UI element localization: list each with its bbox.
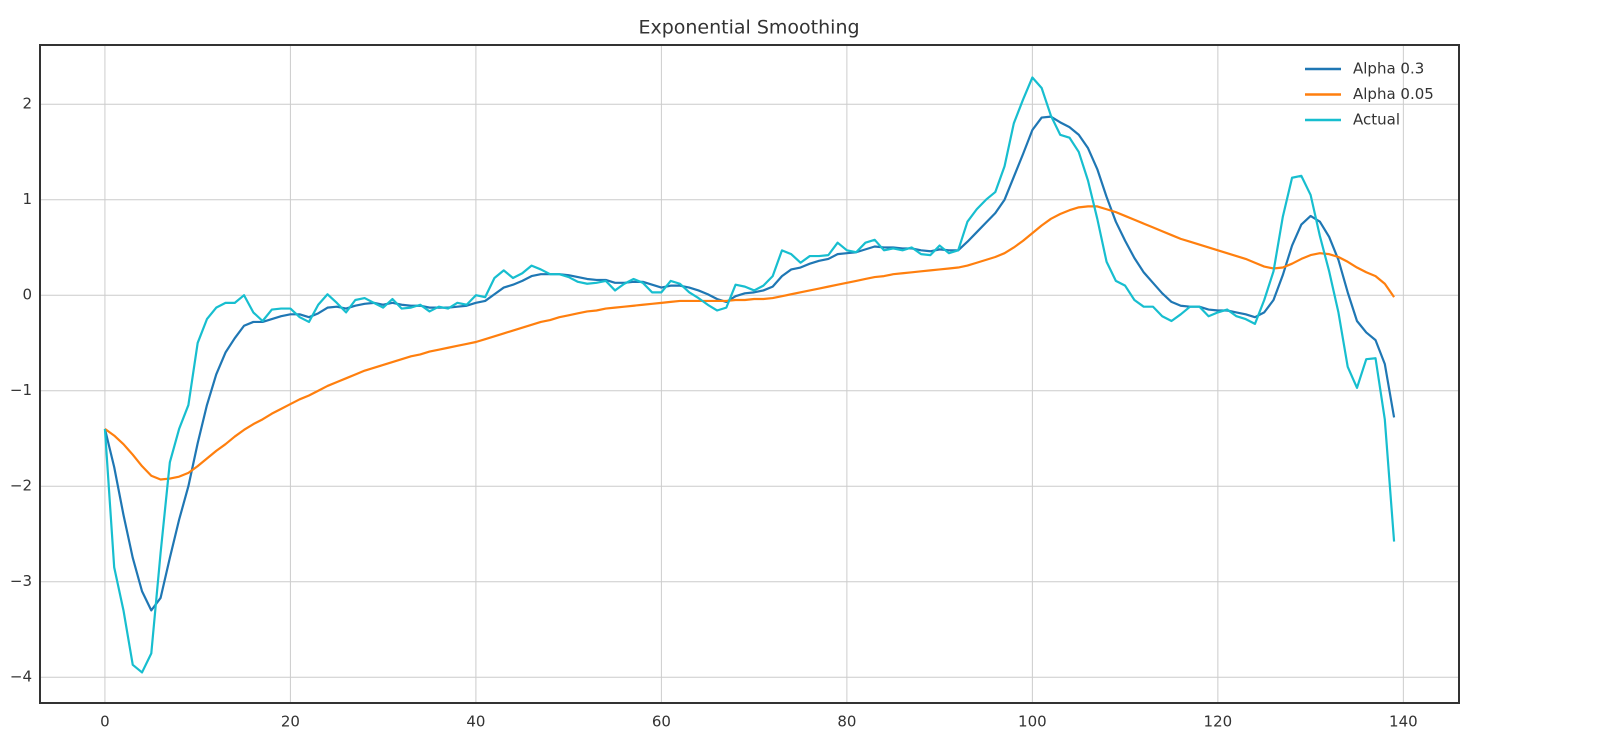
- y-tick-label: −4: [10, 668, 32, 686]
- chart-title: Exponential Smoothing: [638, 17, 859, 39]
- series-line: [103, 115, 1396, 612]
- y-tick-label: 2: [22, 95, 32, 113]
- legend-label: Alpha 0.3: [1353, 60, 1424, 78]
- x-tick-label: 120: [1204, 713, 1233, 731]
- legend-label: Actual: [1353, 111, 1400, 129]
- x-tick-label: 80: [837, 713, 856, 731]
- y-tick-label: 0: [22, 286, 32, 304]
- x-tick-label: 140: [1389, 713, 1418, 731]
- series-line: [103, 76, 1396, 674]
- y-tick-label: −2: [10, 477, 32, 495]
- x-tick-label: 100: [1018, 713, 1047, 731]
- y-tick-label: 1: [22, 190, 32, 208]
- x-tick-label: 20: [281, 713, 300, 731]
- x-tick-label: 40: [466, 713, 485, 731]
- plot-frame: [39, 44, 1460, 704]
- y-tick-label: −1: [10, 381, 32, 399]
- y-tick-label: −3: [10, 572, 32, 590]
- x-tick-label: 0: [100, 713, 110, 731]
- series-line: [104, 205, 1395, 481]
- x-tick-label: 60: [652, 713, 671, 731]
- legend-label: Alpha 0.05: [1353, 85, 1434, 103]
